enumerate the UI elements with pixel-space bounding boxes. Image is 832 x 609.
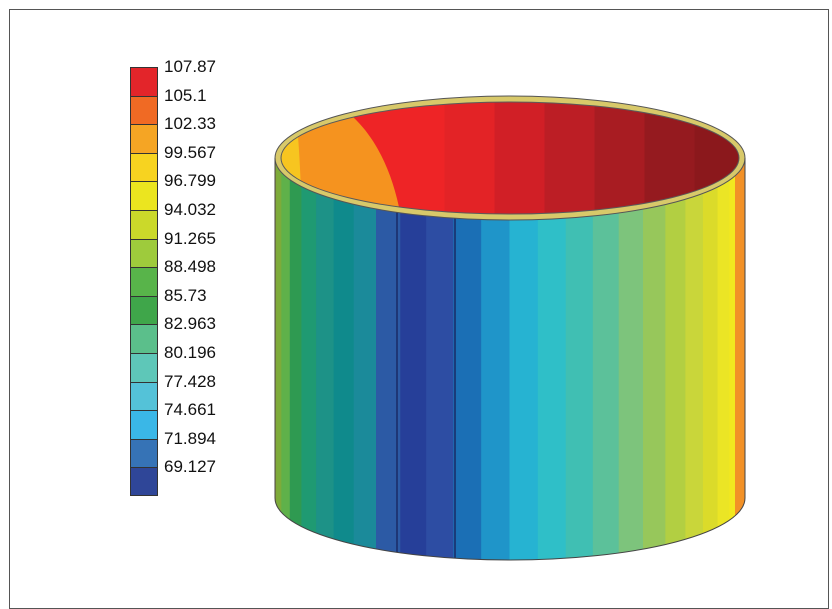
legend-tick-label: 99.567 <box>164 142 216 162</box>
inner-contour-band <box>394 102 446 214</box>
inner-contour-band <box>544 102 596 214</box>
legend-swatch <box>130 324 158 353</box>
legend-tick-label: 71.894 <box>164 428 216 448</box>
cylinder-contour-plot <box>274 95 746 561</box>
cylinder-outline <box>274 158 746 561</box>
wall-contour-band <box>333 158 355 560</box>
wall-contour-band <box>276 158 283 560</box>
legend-tick-label: 91.265 <box>164 228 216 248</box>
legend-tick-label: 105.1 <box>164 85 207 105</box>
legend-row: 105.1 <box>130 87 216 125</box>
legend-swatch <box>130 124 158 153</box>
wall-contour-band <box>665 158 687 560</box>
wall-contour-band <box>702 158 719 560</box>
legend-row: 102.33 <box>130 115 216 153</box>
wall-contour-band <box>353 158 378 560</box>
legend-row: 85.73 <box>130 287 216 325</box>
legend-row: 99.567 <box>130 144 216 182</box>
legend-row: 74.661 <box>130 401 216 439</box>
wall-contour-band <box>281 158 291 560</box>
legend-tick-label: 107.87 <box>164 57 216 76</box>
wall-contour-band <box>316 158 335 560</box>
legend-row: 96.799 <box>130 172 216 210</box>
legend-row: 69.127 <box>130 458 216 496</box>
legend-tick-label: 74.661 <box>164 400 216 420</box>
legend-row: 107.87 <box>130 58 216 96</box>
inner-rim-outline <box>280 101 740 215</box>
legend-swatch <box>130 152 158 182</box>
legend-swatch <box>130 238 158 268</box>
legend-tick-label: 102.33 <box>164 114 216 134</box>
inner-contour-band <box>594 102 646 214</box>
legend-swatch <box>130 267 158 296</box>
legend-row: 88.498 <box>130 258 216 296</box>
legend-swatch <box>130 181 158 210</box>
legend-tick-label: 80.196 <box>164 342 216 362</box>
wall-contour-band <box>565 158 594 560</box>
color-legend: 107.87 105.1 102.33 99.567 96.799 94.032 91.26… <box>130 58 216 496</box>
wall-contour-band <box>453 158 483 560</box>
wall-contour-band <box>592 158 620 560</box>
legend-swatch <box>130 67 158 96</box>
wall-contour-band <box>289 158 303 560</box>
wall-contour-band <box>717 158 731 560</box>
legend-swatch <box>130 209 158 239</box>
wall-contour-band <box>509 158 539 560</box>
wall-edge-band <box>735 158 745 560</box>
legend-row: 91.265 <box>130 230 216 268</box>
wall-contour-band <box>618 158 644 560</box>
legend-swatch <box>130 95 158 125</box>
inner-contour-band <box>444 102 496 214</box>
legend-row: 77.428 <box>130 373 216 411</box>
legend-tick-label: 88.498 <box>164 257 216 277</box>
cylinder-outer-wall <box>275 158 745 560</box>
legend-row: 82.963 <box>130 315 216 353</box>
legend-swatch <box>130 352 158 382</box>
wall-contour-band <box>426 158 455 560</box>
wall-contour-band <box>400 158 428 560</box>
wall-contour-band <box>537 158 567 560</box>
legend-tick-label: 82.963 <box>164 314 216 334</box>
legend-swatch <box>130 295 158 325</box>
wall-contour-band <box>481 158 511 560</box>
legend-swatch <box>130 438 158 468</box>
legend-tick-label: 85.73 <box>164 285 207 305</box>
wall-contour-band <box>642 158 667 560</box>
wall-contour-band <box>301 158 318 560</box>
wall-contour-band <box>275 158 278 560</box>
wall-contour-band <box>729 158 739 560</box>
legend-swatch <box>130 467 158 496</box>
inner-contour-band <box>494 102 546 214</box>
legend-row: 80.196 <box>130 344 216 382</box>
legend-tick-label: 94.032 <box>164 199 216 219</box>
legend-swatch <box>130 381 158 411</box>
legend-row: 71.894 <box>130 430 216 468</box>
legend-tick-label: 69.127 <box>164 457 216 477</box>
legend-tick-label: 77.428 <box>164 371 216 391</box>
legend-swatch <box>130 410 158 439</box>
legend-row: 94.032 <box>130 201 216 239</box>
wall-contour-band <box>685 158 704 560</box>
legend-tick-label: 96.799 <box>164 171 216 191</box>
